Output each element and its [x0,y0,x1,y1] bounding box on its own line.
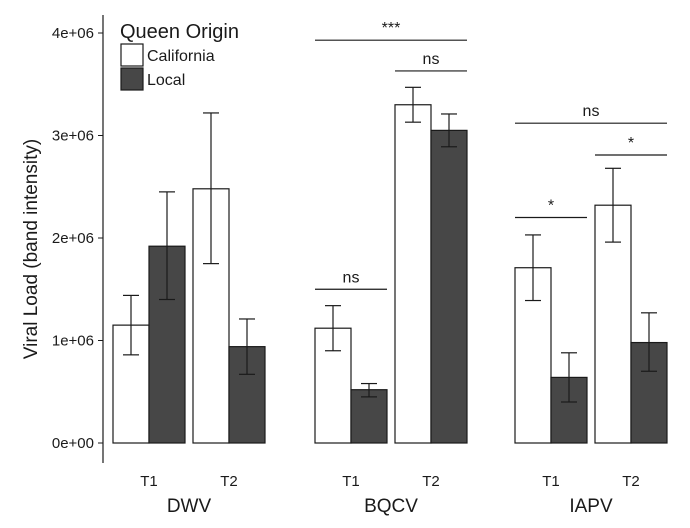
significance-label: ns [583,103,600,120]
legend-label: California [147,48,215,65]
bar [394,104,432,444]
bar [350,389,388,444]
bar [630,341,668,444]
y-tick-label: 1e+06 [52,333,94,350]
x-tick-label: T2 [220,473,238,490]
legend: Queen Origin California Local [120,21,239,91]
y-axis-title: Viral Load (band intensity) [21,139,42,359]
x-tick-label: T2 [422,473,440,490]
group-label: IAPV [569,496,613,517]
significance-label: *** [382,20,401,37]
legend-key [120,67,144,91]
significance-label: * [548,198,554,215]
bars [112,86,668,444]
significance-label: * [628,135,634,152]
significance-label: ns [343,269,360,286]
y-tick-label: 2e+06 [52,230,94,247]
y-tick-label: 0e+00 [52,435,94,452]
x-tick-label: T1 [140,473,158,490]
legend-title: Queen Origin [120,21,239,43]
bar [430,129,468,444]
x-tick-label: T2 [622,473,640,490]
x-tick-label: T1 [342,473,360,490]
legend-label: Local [147,72,185,89]
legend-key [120,43,144,67]
significance-label: ns [423,51,440,68]
bar [594,204,632,444]
y-tick-label: 3e+06 [52,128,94,145]
y-tick-label: 4e+06 [52,25,94,42]
group-label: DWV [167,496,212,517]
x-tick-label: T1 [542,473,560,490]
axes: 0e+00 1e+06 2e+06 3e+06 4e+06 Viral Load (ban… [21,15,640,517]
group-label: BQCV [364,496,418,517]
